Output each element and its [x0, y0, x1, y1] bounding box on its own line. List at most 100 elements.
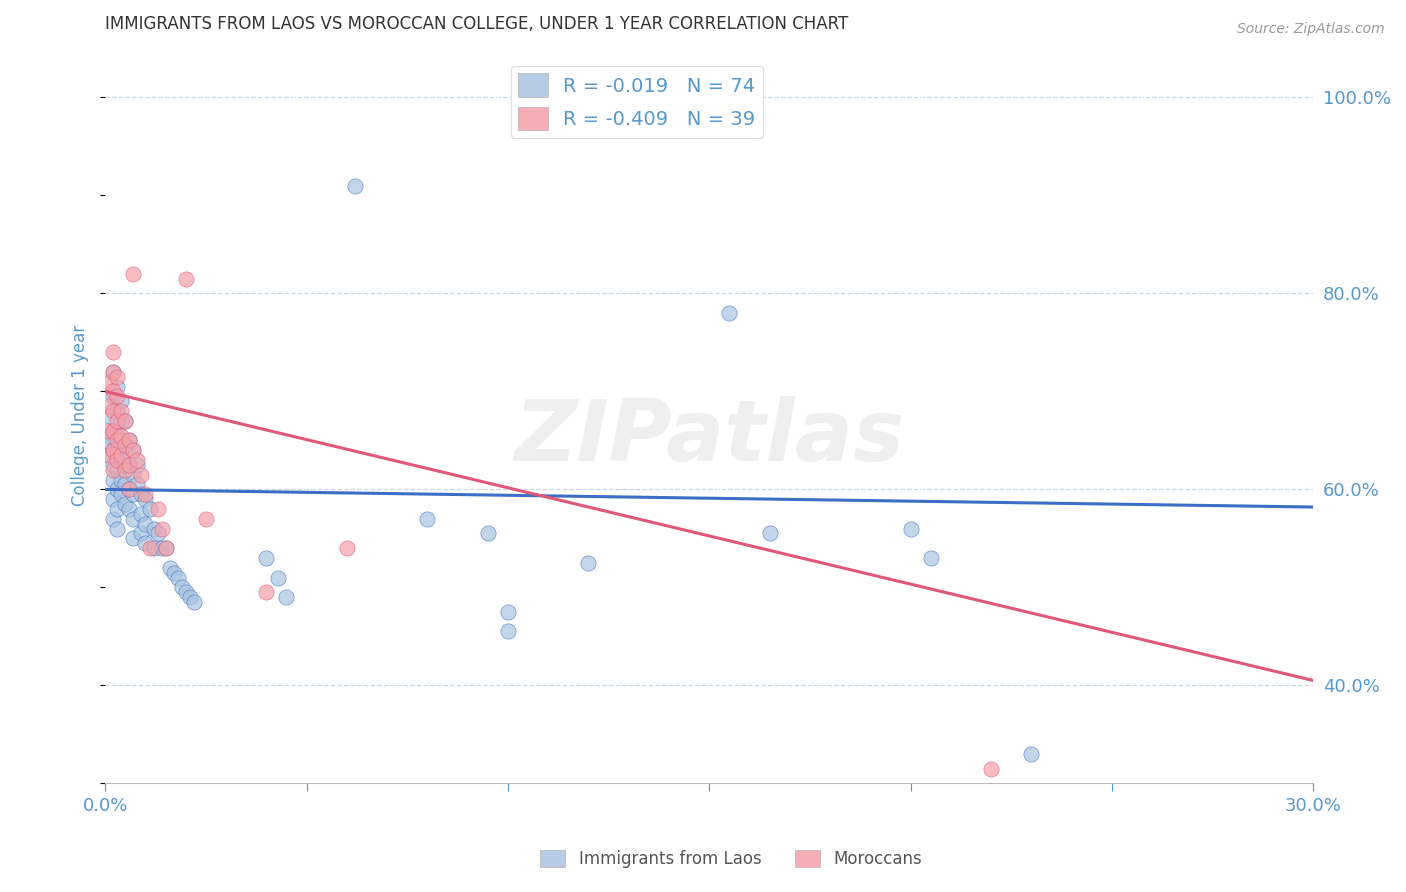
- Point: [110, 404, 132, 418]
- Point: [267, 571, 290, 585]
- Point: [127, 453, 149, 467]
- Point: [134, 536, 156, 550]
- Point: [103, 463, 125, 477]
- Point: [110, 453, 132, 467]
- Point: [105, 522, 128, 536]
- Point: [110, 414, 132, 428]
- Text: IMMIGRANTS FROM LAOS VS MOROCCAN COLLEGE, UNDER 1 YEAR CORRELATION CHART: IMMIGRANTS FROM LAOS VS MOROCCAN COLLEGE…: [105, 15, 848, 33]
- Point: [114, 414, 136, 428]
- Point: [122, 443, 145, 458]
- Point: [174, 271, 197, 285]
- Point: [98, 409, 121, 423]
- Point: [159, 561, 181, 575]
- Point: [105, 483, 128, 497]
- Point: [131, 467, 153, 482]
- Point: [980, 762, 1002, 776]
- Point: [138, 502, 160, 516]
- Point: [477, 526, 499, 541]
- Point: [134, 516, 156, 531]
- Text: ZIPatlas: ZIPatlas: [515, 396, 904, 480]
- Point: [118, 458, 141, 472]
- Point: [110, 394, 132, 409]
- Point: [718, 306, 741, 320]
- Point: [105, 443, 128, 458]
- Point: [138, 541, 160, 556]
- Point: [105, 379, 128, 393]
- Point: [118, 458, 141, 472]
- Point: [134, 492, 156, 507]
- Point: [114, 438, 136, 452]
- Point: [110, 448, 132, 462]
- Point: [105, 502, 128, 516]
- Point: [118, 483, 141, 497]
- Point: [98, 448, 121, 462]
- Point: [496, 605, 519, 619]
- Point: [103, 492, 125, 507]
- Point: [163, 566, 186, 580]
- Point: [496, 624, 519, 639]
- Point: [122, 487, 145, 501]
- Point: [103, 443, 125, 458]
- Point: [194, 512, 217, 526]
- Point: [118, 434, 141, 448]
- Point: [155, 541, 177, 556]
- Point: [105, 463, 128, 477]
- Point: [127, 458, 149, 472]
- Point: [122, 443, 145, 458]
- Point: [98, 438, 121, 452]
- Point: [110, 487, 132, 501]
- Point: [174, 585, 197, 599]
- Point: [103, 473, 125, 487]
- Point: [920, 551, 942, 566]
- Point: [114, 497, 136, 511]
- Point: [114, 438, 136, 452]
- Point: [122, 512, 145, 526]
- Point: [105, 414, 128, 428]
- Point: [122, 467, 145, 482]
- Point: [114, 477, 136, 491]
- Point: [131, 526, 153, 541]
- Point: [150, 522, 173, 536]
- Point: [103, 424, 125, 438]
- Point: [105, 389, 128, 403]
- Point: [103, 384, 125, 399]
- Point: [155, 541, 177, 556]
- Point: [131, 507, 153, 521]
- Point: [343, 178, 366, 193]
- Legend: R = -0.019   N = 74, R = -0.409   N = 39: R = -0.019 N = 74, R = -0.409 N = 39: [510, 65, 763, 138]
- Point: [105, 424, 128, 438]
- Point: [146, 526, 169, 541]
- Point: [758, 526, 780, 541]
- Point: [166, 571, 188, 585]
- Point: [118, 502, 141, 516]
- Point: [179, 590, 201, 604]
- Point: [105, 453, 128, 467]
- Point: [254, 585, 277, 599]
- Point: [127, 477, 149, 491]
- Point: [1021, 747, 1043, 761]
- Point: [98, 399, 121, 413]
- Point: [110, 434, 132, 448]
- Text: Source: ZipAtlas.com: Source: ZipAtlas.com: [1237, 22, 1385, 37]
- Point: [98, 428, 121, 442]
- Point: [276, 590, 298, 604]
- Point: [105, 434, 128, 448]
- Point: [900, 522, 922, 536]
- Point: [114, 458, 136, 472]
- Point: [150, 541, 173, 556]
- Legend: Immigrants from Laos, Moroccans: Immigrants from Laos, Moroccans: [534, 843, 928, 875]
- Point: [122, 267, 145, 281]
- Point: [114, 414, 136, 428]
- Point: [110, 428, 132, 442]
- Point: [103, 458, 125, 472]
- Point: [103, 404, 125, 418]
- Point: [103, 365, 125, 379]
- Point: [103, 424, 125, 438]
- Point: [183, 595, 205, 609]
- Point: [131, 487, 153, 501]
- Point: [122, 532, 145, 546]
- Point: [336, 541, 359, 556]
- Point: [105, 369, 128, 384]
- Point: [416, 512, 439, 526]
- Point: [103, 389, 125, 403]
